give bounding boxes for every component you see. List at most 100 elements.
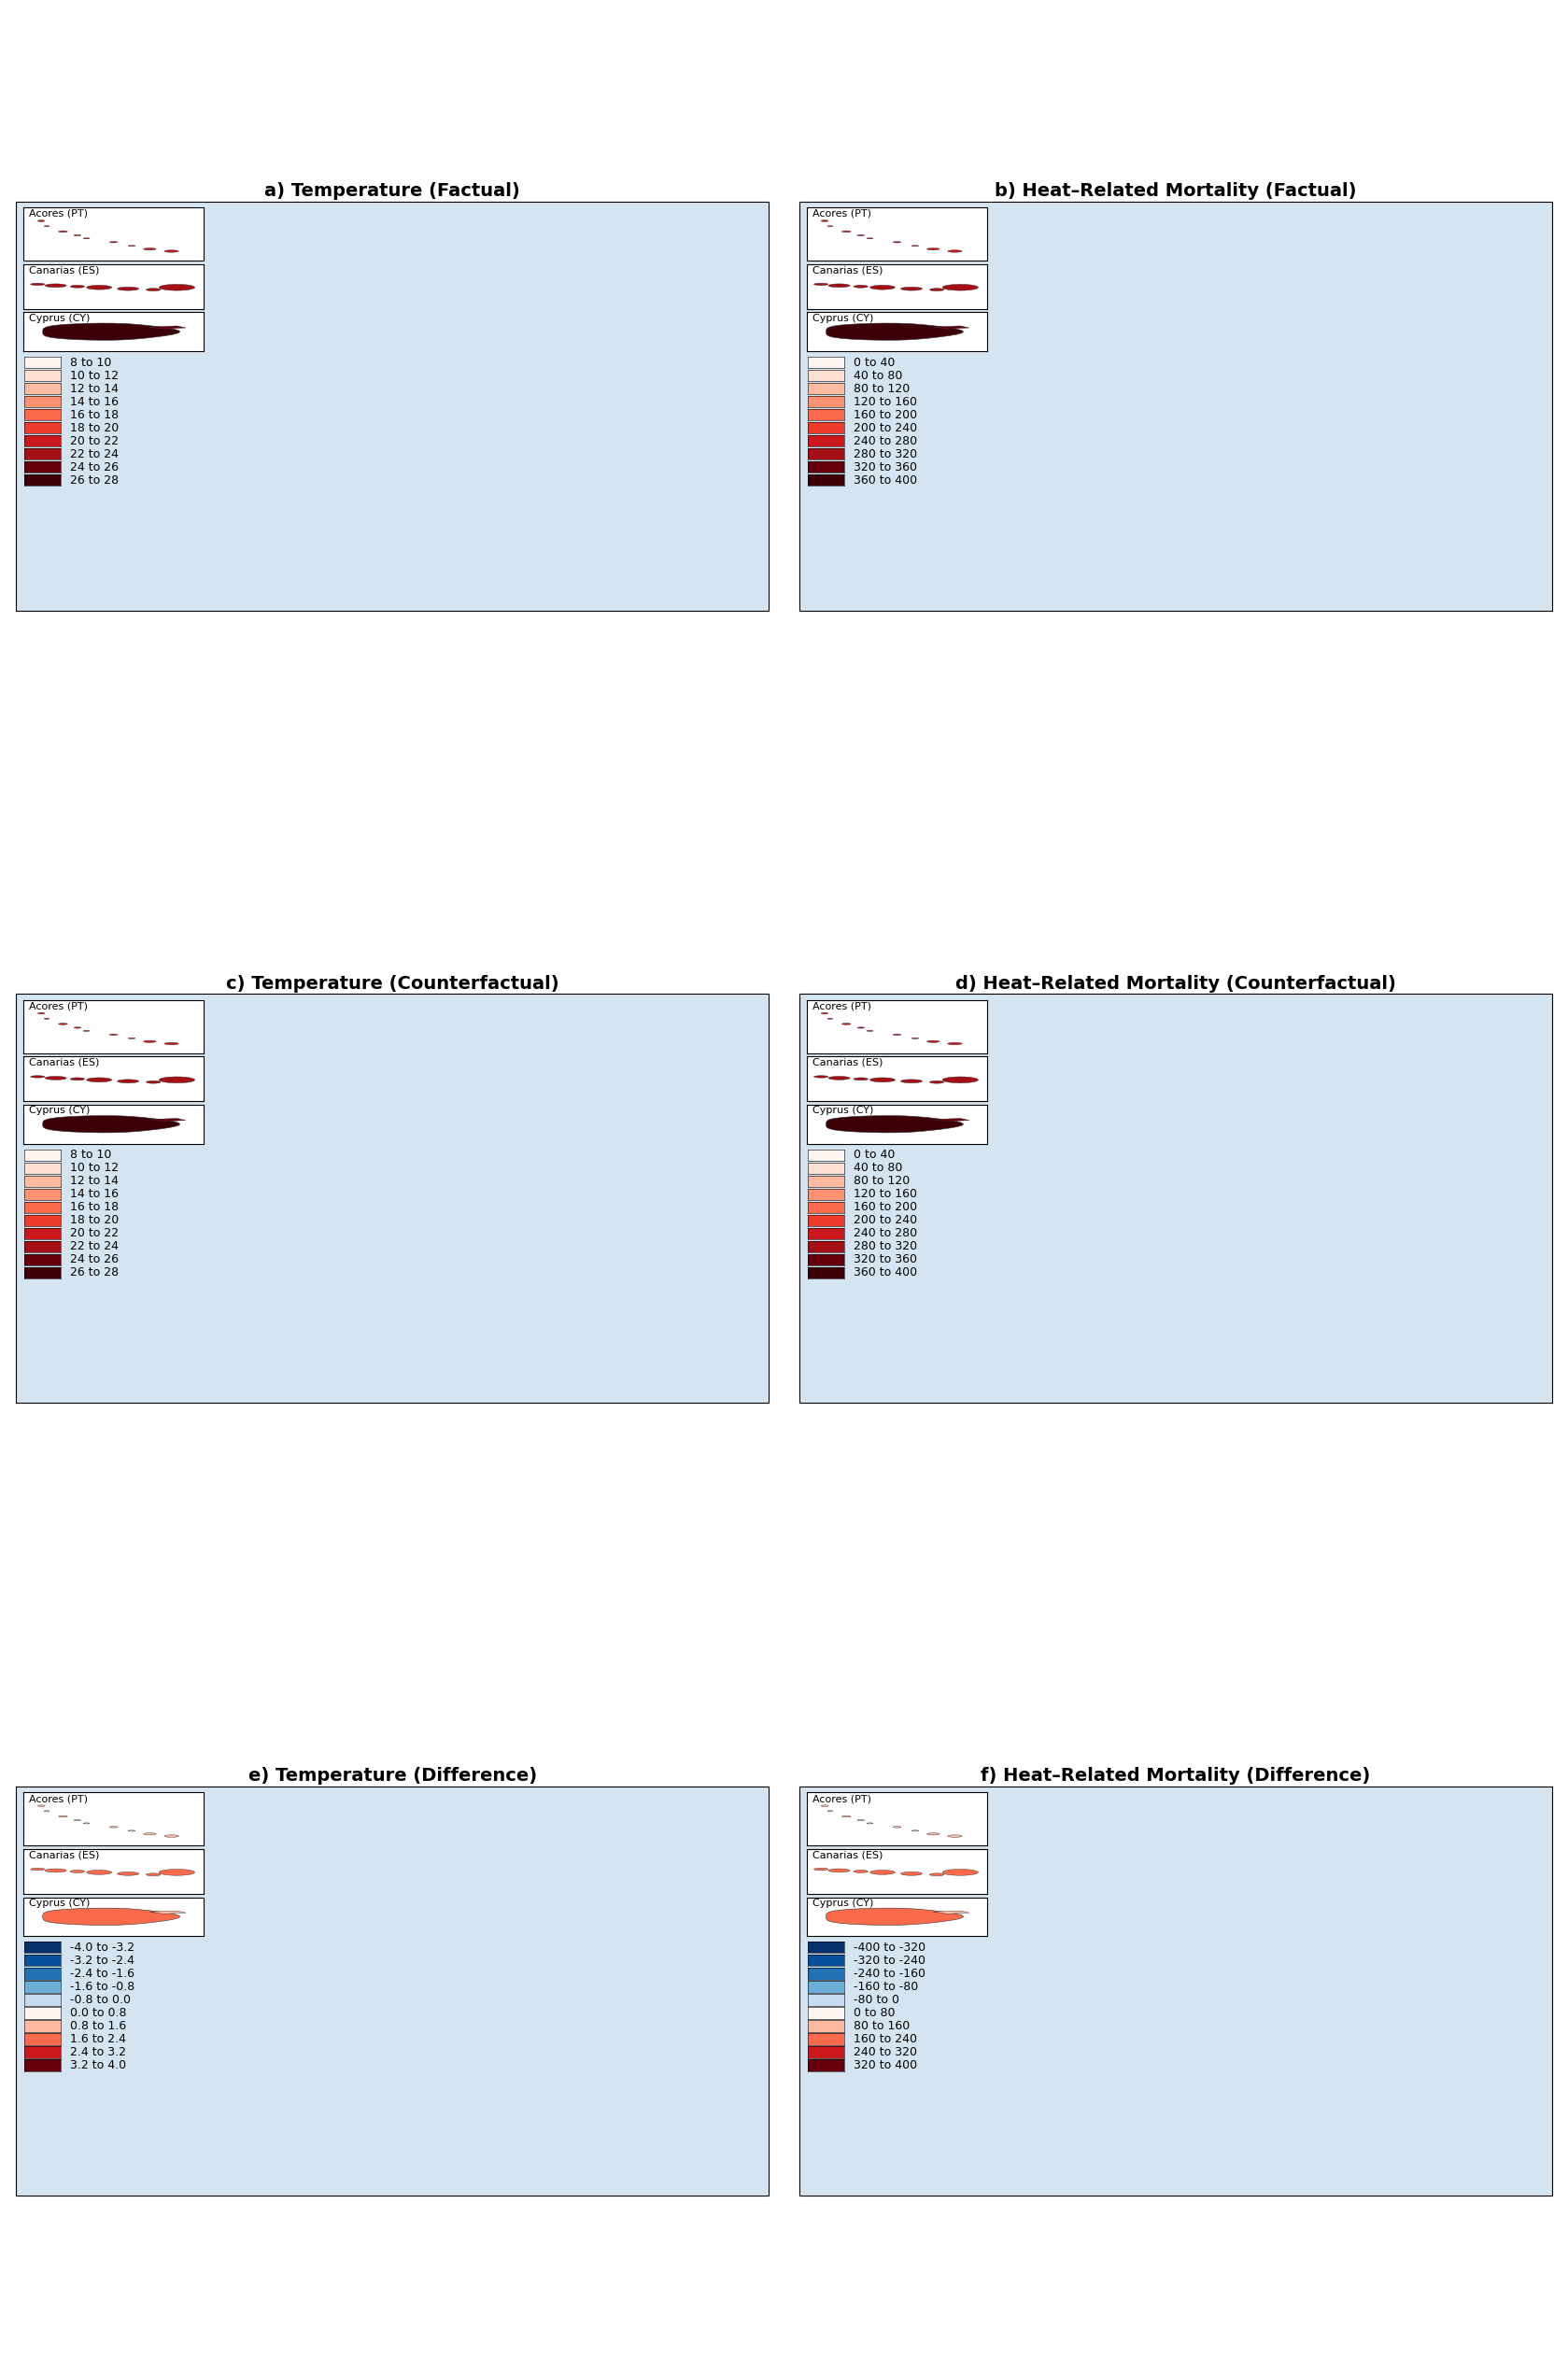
Text: 8 to 10: 8 to 10 xyxy=(71,356,111,368)
Text: 26 to 28: 26 to 28 xyxy=(71,475,119,486)
Polygon shape xyxy=(828,285,850,287)
Text: Acores (PT): Acores (PT) xyxy=(28,209,88,218)
Text: -80 to 0: -80 to 0 xyxy=(853,1993,898,2005)
Polygon shape xyxy=(151,325,187,330)
Polygon shape xyxy=(86,1870,111,1875)
Polygon shape xyxy=(42,1908,180,1925)
Text: 10 to 12: 10 to 12 xyxy=(71,1163,119,1175)
Text: 14 to 16: 14 to 16 xyxy=(71,1189,119,1201)
Text: Acores (PT): Acores (PT) xyxy=(812,1001,870,1011)
Text: 240 to 320: 240 to 320 xyxy=(853,2046,917,2057)
Text: 320 to 360: 320 to 360 xyxy=(853,1253,917,1265)
Text: 16 to 18: 16 to 18 xyxy=(71,1201,119,1213)
Text: 280 to 320: 280 to 320 xyxy=(853,448,917,460)
Text: 1.6 to 2.4: 1.6 to 2.4 xyxy=(71,2034,125,2046)
Text: -160 to -80: -160 to -80 xyxy=(853,1981,917,1993)
Title: c) Temperature (Counterfactual): c) Temperature (Counterfactual) xyxy=(226,975,558,992)
Polygon shape xyxy=(146,1080,160,1084)
Text: 0 to 40: 0 to 40 xyxy=(853,356,895,368)
Text: 10 to 12: 10 to 12 xyxy=(71,370,119,382)
Text: -4.0 to -3.2: -4.0 to -3.2 xyxy=(71,1941,135,1953)
Polygon shape xyxy=(158,1077,194,1082)
Polygon shape xyxy=(71,1870,85,1872)
Text: 80 to 160: 80 to 160 xyxy=(853,2019,909,2031)
Polygon shape xyxy=(853,285,869,287)
Polygon shape xyxy=(942,1870,978,1875)
Polygon shape xyxy=(146,287,160,292)
Polygon shape xyxy=(870,1870,895,1875)
Text: 0.8 to 1.6: 0.8 to 1.6 xyxy=(71,2019,125,2031)
Text: Canarias (ES): Canarias (ES) xyxy=(812,1058,883,1068)
Text: 22 to 24: 22 to 24 xyxy=(71,448,119,460)
Polygon shape xyxy=(930,1872,944,1877)
Text: 40 to 80: 40 to 80 xyxy=(853,1163,902,1175)
Text: 160 to 200: 160 to 200 xyxy=(853,1201,917,1213)
Text: Cyprus (CY): Cyprus (CY) xyxy=(812,1106,873,1115)
Text: 14 to 16: 14 to 16 xyxy=(71,396,119,408)
Text: 80 to 120: 80 to 120 xyxy=(853,382,909,394)
Text: 24 to 26: 24 to 26 xyxy=(71,1253,119,1265)
Text: -400 to -320: -400 to -320 xyxy=(853,1941,925,1953)
Text: Canarias (ES): Canarias (ES) xyxy=(28,266,99,275)
Text: 360 to 400: 360 to 400 xyxy=(853,1267,917,1279)
Text: 18 to 20: 18 to 20 xyxy=(71,422,119,434)
Polygon shape xyxy=(900,1080,922,1082)
Polygon shape xyxy=(71,285,85,287)
Polygon shape xyxy=(826,323,963,339)
Text: 3.2 to 4.0: 3.2 to 4.0 xyxy=(71,2060,125,2072)
Text: Cyprus (CY): Cyprus (CY) xyxy=(28,1898,89,1908)
Text: -320 to -240: -320 to -240 xyxy=(853,1955,925,1967)
Text: 240 to 280: 240 to 280 xyxy=(853,434,917,446)
Polygon shape xyxy=(828,1868,850,1872)
Text: Cyprus (CY): Cyprus (CY) xyxy=(812,1898,873,1908)
Polygon shape xyxy=(42,323,180,339)
Text: 240 to 280: 240 to 280 xyxy=(853,1227,917,1239)
Title: d) Heat–Related Mortality (Counterfactual): d) Heat–Related Mortality (Counterfactua… xyxy=(955,975,1396,992)
Polygon shape xyxy=(933,1118,969,1122)
Polygon shape xyxy=(930,287,944,292)
Polygon shape xyxy=(870,1077,895,1082)
Text: 200 to 240: 200 to 240 xyxy=(853,1215,917,1227)
Polygon shape xyxy=(158,285,194,290)
Text: 320 to 360: 320 to 360 xyxy=(853,460,917,472)
Polygon shape xyxy=(158,1870,194,1875)
Text: 2.4 to 3.2: 2.4 to 3.2 xyxy=(71,2046,125,2057)
Text: 26 to 28: 26 to 28 xyxy=(71,1267,119,1279)
Polygon shape xyxy=(853,1077,869,1080)
Text: 360 to 400: 360 to 400 xyxy=(853,475,917,486)
Text: 8 to 10: 8 to 10 xyxy=(71,1149,111,1160)
Title: e) Temperature (Difference): e) Temperature (Difference) xyxy=(248,1768,536,1784)
Text: -240 to -160: -240 to -160 xyxy=(853,1967,925,1979)
Text: 120 to 160: 120 to 160 xyxy=(853,396,917,408)
Polygon shape xyxy=(151,1118,187,1122)
Text: Acores (PT): Acores (PT) xyxy=(28,1794,88,1803)
Polygon shape xyxy=(853,1870,869,1872)
Text: -0.8 to 0.0: -0.8 to 0.0 xyxy=(71,1993,130,2005)
Text: Acores (PT): Acores (PT) xyxy=(28,1001,88,1011)
Polygon shape xyxy=(826,1908,963,1925)
Text: 280 to 320: 280 to 320 xyxy=(853,1241,917,1253)
Text: 12 to 14: 12 to 14 xyxy=(71,382,119,394)
Text: 0 to 80: 0 to 80 xyxy=(853,2008,895,2019)
Polygon shape xyxy=(933,325,969,330)
Polygon shape xyxy=(45,1077,66,1080)
Polygon shape xyxy=(118,1080,140,1082)
Text: 22 to 24: 22 to 24 xyxy=(71,1241,119,1253)
Polygon shape xyxy=(942,285,978,290)
Text: 40 to 80: 40 to 80 xyxy=(853,370,902,382)
Polygon shape xyxy=(45,285,66,287)
Text: -3.2 to -2.4: -3.2 to -2.4 xyxy=(71,1955,135,1967)
Text: Canarias (ES): Canarias (ES) xyxy=(28,1851,99,1860)
Polygon shape xyxy=(118,287,140,290)
Text: 24 to 26: 24 to 26 xyxy=(71,460,119,472)
Text: 20 to 22: 20 to 22 xyxy=(71,1227,119,1239)
Polygon shape xyxy=(146,1872,160,1877)
Polygon shape xyxy=(900,287,922,290)
Text: Acores (PT): Acores (PT) xyxy=(812,209,870,218)
Polygon shape xyxy=(826,1115,963,1132)
Text: 0.0 to 0.8: 0.0 to 0.8 xyxy=(71,2008,127,2019)
Polygon shape xyxy=(118,1872,140,1875)
Text: 200 to 240: 200 to 240 xyxy=(853,422,917,434)
Title: a) Temperature (Factual): a) Temperature (Factual) xyxy=(265,183,521,199)
Text: -2.4 to -1.6: -2.4 to -1.6 xyxy=(71,1967,135,1979)
